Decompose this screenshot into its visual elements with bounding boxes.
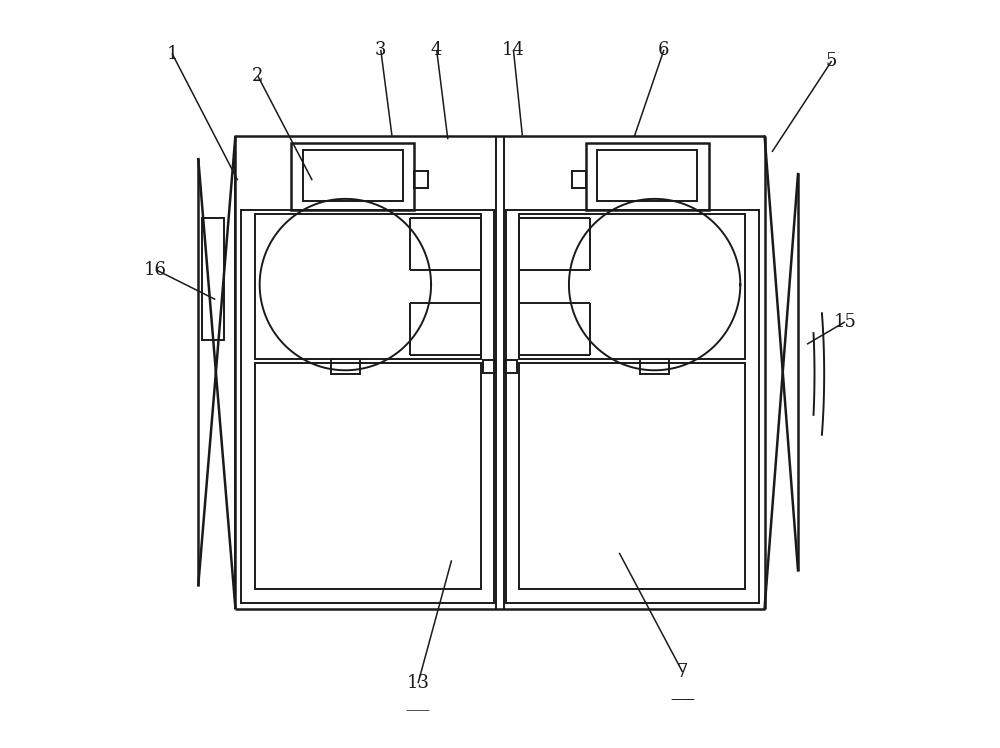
Bar: [519, 363, 745, 589]
Bar: [255, 214, 481, 359]
Bar: [291, 143, 414, 210]
Text: 5: 5: [826, 52, 837, 70]
Bar: [586, 143, 709, 210]
Bar: [255, 363, 481, 589]
Bar: [241, 210, 494, 603]
Text: ——: ——: [670, 693, 695, 706]
Bar: [519, 214, 745, 359]
Text: 6: 6: [658, 41, 670, 59]
Bar: [572, 171, 586, 188]
Text: 16: 16: [144, 260, 167, 279]
Bar: [414, 171, 428, 188]
Bar: [202, 218, 224, 340]
Bar: [483, 360, 496, 373]
Text: 1: 1: [166, 45, 178, 63]
Text: 15: 15: [834, 313, 856, 331]
Text: ——: ——: [406, 704, 431, 717]
Bar: [506, 210, 759, 603]
Text: 2: 2: [252, 67, 263, 85]
Bar: [331, 359, 360, 374]
Bar: [504, 360, 517, 373]
Text: 13: 13: [407, 674, 430, 692]
Text: 14: 14: [502, 41, 525, 59]
Text: 3: 3: [375, 41, 387, 59]
Text: 7: 7: [677, 663, 688, 681]
Text: 4: 4: [431, 41, 442, 59]
Bar: [303, 150, 403, 201]
Bar: [640, 359, 669, 374]
Bar: [597, 150, 697, 201]
